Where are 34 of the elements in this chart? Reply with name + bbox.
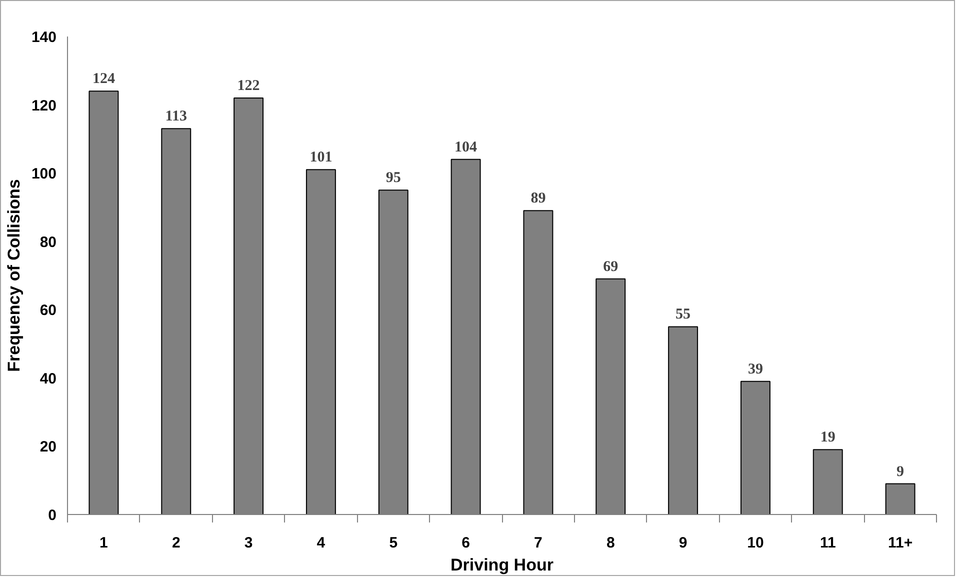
data-label: 89 bbox=[530, 190, 546, 207]
x-tick-label: 4 bbox=[316, 534, 326, 552]
x-tick-label: 8 bbox=[606, 534, 615, 552]
data-label: 55 bbox=[676, 306, 691, 323]
x-tick-label: 2 bbox=[172, 534, 180, 552]
y-tick-label: 40 bbox=[40, 370, 57, 388]
y-tick-label: 0 bbox=[48, 507, 56, 524]
x-tick-label: 3 bbox=[244, 534, 253, 552]
x-tick-label: 11 bbox=[820, 534, 836, 552]
x-tick-label: 5 bbox=[389, 534, 398, 552]
data-label: 9 bbox=[896, 464, 904, 480]
y-tick-label: 140 bbox=[31, 29, 57, 46]
data-label: 39 bbox=[748, 361, 763, 378]
x-tick-label: 7 bbox=[534, 534, 542, 552]
y-tick-label: 120 bbox=[31, 97, 57, 114]
data-label: 19 bbox=[820, 430, 836, 446]
x-axis-title: Driving Hour bbox=[450, 556, 554, 574]
x-tick-label: 9 bbox=[678, 534, 688, 552]
data-label: 124 bbox=[92, 71, 116, 88]
data-label: 122 bbox=[237, 78, 260, 94]
x-tick-label: 10 bbox=[747, 534, 764, 552]
y-tick-label: 100 bbox=[31, 166, 57, 183]
y-tick-label: 60 bbox=[40, 302, 57, 320]
data-label: 69 bbox=[603, 258, 618, 275]
x-tick-label: 1 bbox=[100, 534, 108, 552]
data-label: 95 bbox=[386, 170, 401, 186]
y-tick-label: 20 bbox=[40, 438, 57, 456]
data-label: 104 bbox=[454, 139, 478, 156]
y-axis-title: Frequency of Collisions bbox=[4, 179, 24, 372]
data-label: 113 bbox=[165, 108, 187, 125]
y-tick-label: 80 bbox=[40, 234, 57, 251]
x-tick-label: 11+ bbox=[888, 534, 913, 552]
x-tick-label: 6 bbox=[462, 534, 470, 552]
data-label: 101 bbox=[310, 150, 332, 166]
